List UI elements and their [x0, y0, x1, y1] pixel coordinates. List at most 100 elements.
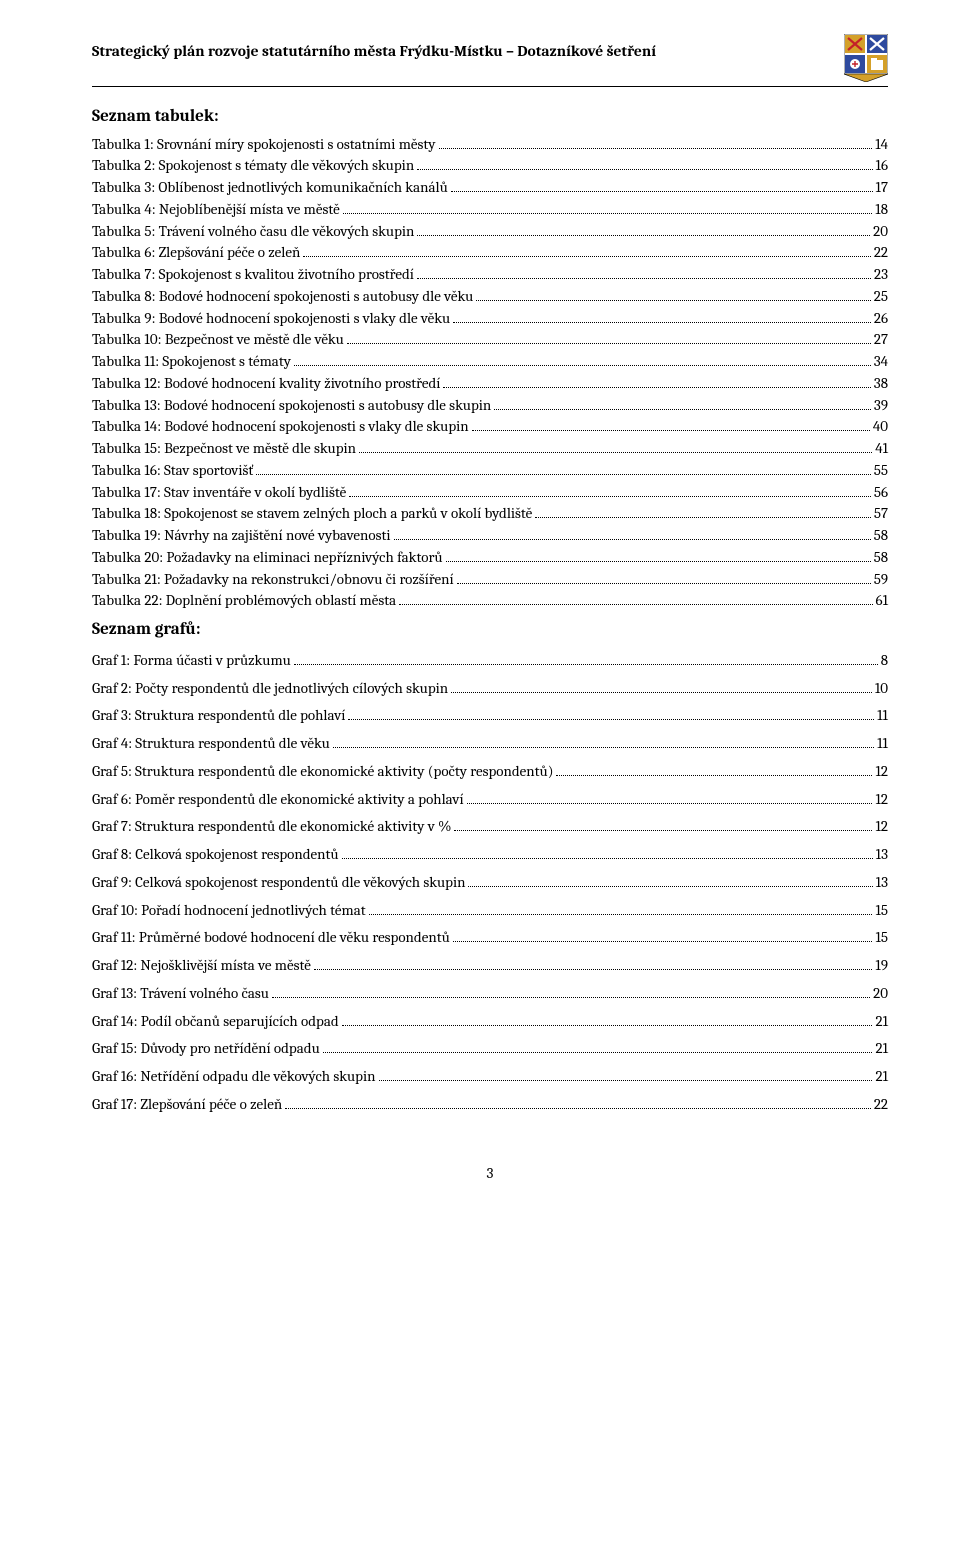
toc-item[interactable]: Tabulka 21: Požadavky na rekonstrukci/ob… [92, 569, 888, 591]
toc-item[interactable]: Tabulka 5: Trávení volného času dle věko… [92, 221, 888, 243]
toc-item[interactable]: Tabulka 13: Bodové hodnocení spokojenost… [92, 395, 888, 417]
toc-item[interactable]: Tabulka 10: Bezpečnost ve městě dle věku… [92, 329, 888, 351]
toc-leader-dots [451, 692, 872, 693]
toc-item[interactable]: Graf 9: Celková spokojenost respondentů … [92, 869, 888, 897]
toc-leader-dots [443, 387, 870, 388]
toc-item-page: 40 [873, 416, 888, 438]
toc-item[interactable]: Tabulka 16: Stav sportovišť 55 [92, 460, 888, 482]
toc-item[interactable]: Graf 6: Poměr respondentů dle ekonomické… [92, 786, 888, 814]
toc-item-page: 8 [881, 647, 888, 675]
toc-leader-dots [399, 604, 872, 605]
toc-item-label: Tabulka 21: Požadavky na rekonstrukci/ob… [92, 569, 454, 591]
toc-leader-dots [556, 775, 872, 776]
toc-item[interactable]: Graf 4: Struktura respondentů dle věku 1… [92, 730, 888, 758]
toc-item-label: Tabulka 6: Zlepšování péče o zeleň [92, 242, 300, 264]
toc-item[interactable]: Tabulka 9: Bodové hodnocení spokojenosti… [92, 308, 888, 330]
toc-leader-dots [314, 969, 873, 970]
toc-leader-dots [369, 914, 873, 915]
toc-item[interactable]: Tabulka 7: Spokojenost s kvalitou životn… [92, 264, 888, 286]
toc-item-label: Tabulka 16: Stav sportovišť [92, 460, 253, 482]
toc-item-page: 41 [875, 438, 888, 460]
toc-item-page: 12 [875, 758, 888, 786]
toc-item-label: Tabulka 3: Oblíbenost jednotlivých komun… [92, 177, 448, 199]
toc-item[interactable]: Tabulka 6: Zlepšování péče o zeleň 22 [92, 242, 888, 264]
toc-item-page: 21 [875, 1008, 888, 1036]
toc-item-page: 19 [875, 952, 888, 980]
toc-item[interactable]: Graf 5: Struktura respondentů dle ekonom… [92, 758, 888, 786]
toc-item[interactable]: Graf 10: Pořadí hodnocení jednotlivých t… [92, 897, 888, 925]
toc-item-page: 20 [873, 221, 888, 243]
toc-item[interactable]: Tabulka 11: Spokojenost s tématy 34 [92, 351, 888, 373]
toc-item-page: 22 [874, 1091, 888, 1119]
toc-item[interactable]: Tabulka 8: Bodové hodnocení spokojenosti… [92, 286, 888, 308]
toc-item-label: Graf 8: Celková spokojenost respondentů [92, 841, 339, 869]
toc-item[interactable]: Tabulka 2: Spokojenost s tématy dle věko… [92, 155, 888, 177]
toc-item-page: 14 [875, 134, 888, 156]
toc-leader-dots [347, 343, 871, 344]
toc-item-page: 58 [874, 525, 888, 547]
toc-item-page: 18 [875, 199, 888, 221]
toc-leader-dots [453, 941, 873, 942]
toc-item-label: Tabulka 13: Bodové hodnocení spokojenost… [92, 395, 491, 417]
page-header: Strategický plán rozvoje statutárního mě… [92, 40, 888, 87]
toc-item[interactable]: Tabulka 14: Bodové hodnocení spokojenost… [92, 416, 888, 438]
toc-leader-dots [439, 148, 873, 149]
toc-leader-dots [535, 517, 871, 518]
toc-item-label: Tabulka 8: Bodové hodnocení spokojenosti… [92, 286, 473, 308]
toc-item[interactable]: Graf 8: Celková spokojenost respondentů … [92, 841, 888, 869]
toc-leader-dots [451, 191, 873, 192]
toc-item[interactable]: Tabulka 17: Stav inventáře v okolí bydli… [92, 482, 888, 504]
toc-item-label: Tabulka 14: Bodové hodnocení spokojenost… [92, 416, 469, 438]
toc-leader-dots [394, 539, 871, 540]
toc-leader-dots [323, 1052, 873, 1053]
toc-item[interactable]: Graf 16: Netřídění odpadu dle věkových s… [92, 1063, 888, 1091]
toc-item[interactable]: Tabulka 12: Bodové hodnocení kvality živ… [92, 373, 888, 395]
toc-item-label: Graf 1: Forma účasti v průzkumu [92, 647, 291, 675]
toc-item-label: Tabulka 11: Spokojenost s tématy [92, 351, 291, 373]
toc-item[interactable]: Graf 11: Průměrné bodové hodnocení dle v… [92, 924, 888, 952]
toc-item-label: Tabulka 4: Nejoblíbenější místa ve městě [92, 199, 340, 221]
toc-item-page: 38 [874, 373, 888, 395]
toc-leader-dots [294, 365, 871, 366]
toc-leader-dots [256, 474, 870, 475]
toc-item[interactable]: Graf 1: Forma účasti v průzkumu 8 [92, 647, 888, 675]
toc-item-page: 26 [874, 308, 888, 330]
toc-list: Tabulka 1: Srovnání míry spokojenosti s … [92, 134, 888, 613]
toc-item-page: 15 [875, 924, 888, 952]
toc-item-page: 12 [875, 786, 888, 814]
toc-item[interactable]: Graf 7: Struktura respondentů dle ekonom… [92, 813, 888, 841]
toc-leader-dots [272, 997, 870, 998]
toc-item-page: 20 [873, 980, 888, 1008]
toc-item-page: 16 [876, 155, 888, 177]
toc-item[interactable]: Graf 3: Struktura respondentů dle pohlav… [92, 702, 888, 730]
toc-item[interactable]: Tabulka 4: Nejoblíbenější místa ve městě… [92, 199, 888, 221]
toc-item-label: Graf 10: Pořadí hodnocení jednotlivých t… [92, 897, 366, 925]
toc-leader-dots [476, 300, 870, 301]
toc-item[interactable]: Graf 14: Podíl občanů separujících odpad… [92, 1008, 888, 1036]
toc-item-label: Graf 16: Netřídění odpadu dle věkových s… [92, 1063, 376, 1091]
toc-item[interactable]: Graf 13: Trávení volného času 20 [92, 980, 888, 1008]
toc-item[interactable]: Tabulka 1: Srovnání míry spokojenosti s … [92, 134, 888, 156]
toc-item[interactable]: Tabulka 20: Požadavky na eliminaci nepří… [92, 547, 888, 569]
toc-item-label: Graf 9: Celková spokojenost respondentů … [92, 869, 465, 897]
toc-item-page: 21 [875, 1035, 888, 1063]
toc-item-label: Graf 12: Nejošklivější místa ve městě [92, 952, 311, 980]
toc-item[interactable]: Graf 15: Důvody pro netřídění odpadu 21 [92, 1035, 888, 1063]
toc-item[interactable]: Tabulka 22: Doplnění problémových oblast… [92, 590, 888, 612]
toc-item[interactable]: Tabulka 15: Bezpečnost ve městě dle skup… [92, 438, 888, 460]
toc-item[interactable]: Graf 17: Zlepšování péče o zeleň 22 [92, 1091, 888, 1119]
toc-leader-dots [294, 664, 878, 665]
toc-leader-dots [453, 322, 871, 323]
toc-item[interactable]: Graf 12: Nejošklivější místa ve městě 19 [92, 952, 888, 980]
toc-item-page: 59 [874, 569, 888, 591]
toc-leader-dots [303, 256, 870, 257]
toc-item-label: Tabulka 5: Trávení volného času dle věko… [92, 221, 414, 243]
toc-item-page: 10 [875, 675, 888, 703]
toc-item[interactable]: Graf 2: Počty respondentů dle jednotlivý… [92, 675, 888, 703]
toc-item-label: Graf 7: Struktura respondentů dle ekonom… [92, 813, 451, 841]
toc-item[interactable]: Tabulka 3: Oblíbenost jednotlivých komun… [92, 177, 888, 199]
toc-leader-dots [468, 886, 872, 887]
toc-item[interactable]: Tabulka 19: Návrhy na zajištění nové vyb… [92, 525, 888, 547]
toc-item[interactable]: Tabulka 18: Spokojenost se stavem zelnýc… [92, 503, 888, 525]
toc-item-page: 12 [875, 813, 888, 841]
